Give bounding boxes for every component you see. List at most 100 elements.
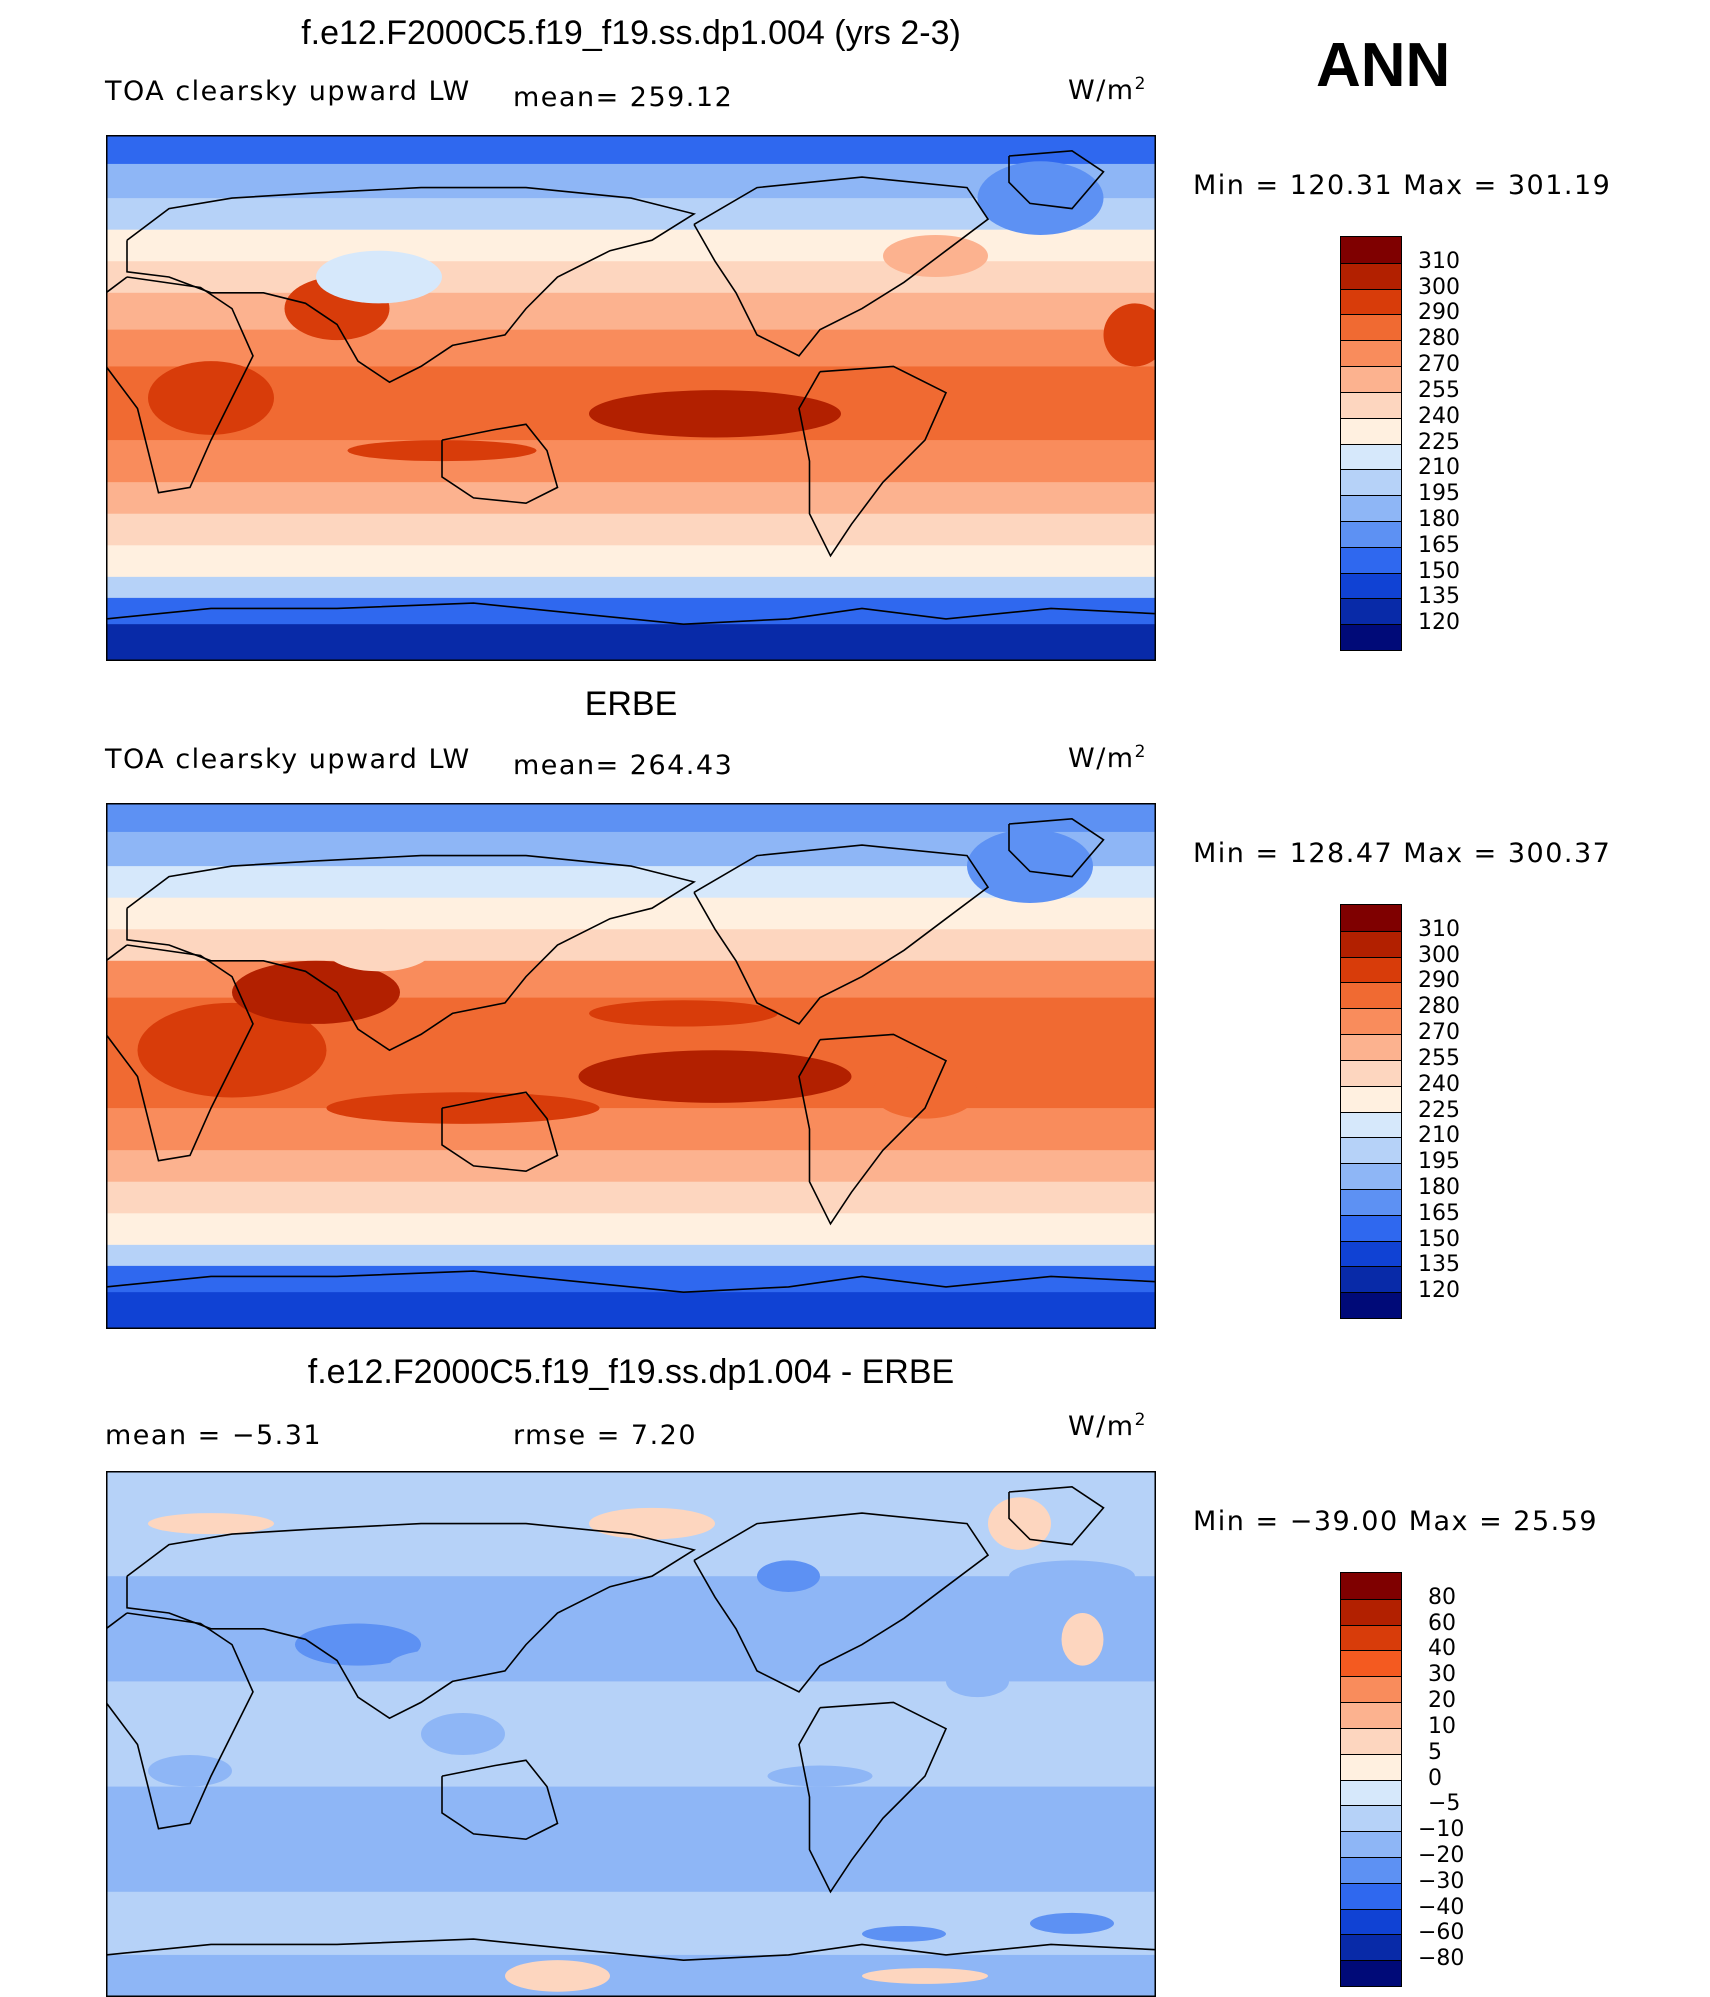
colorbar-tick-label: 290 — [1418, 300, 1460, 326]
colorbar-tick-label: 0 — [1428, 1765, 1442, 1791]
colorbar-tick-label: 290 — [1418, 968, 1460, 994]
contour-region — [326, 1092, 600, 1124]
contour-region — [295, 1623, 421, 1666]
colorbar-tick-label: 180 — [1418, 1174, 1460, 1200]
colorbar — [1340, 1572, 1402, 1987]
contour-band — [106, 1471, 1156, 1504]
colorbar-tick-label: 210 — [1418, 1123, 1460, 1149]
coastline — [693, 844, 990, 1025]
contour-band — [106, 261, 1156, 294]
coastline — [106, 602, 1156, 661]
colorbar-swatch — [1341, 956, 1401, 983]
colorbar-swatch — [1341, 366, 1401, 392]
contour-region — [967, 829, 1093, 903]
contour-region — [148, 361, 274, 435]
contour-region — [767, 1765, 873, 1787]
colorbar-swatch — [1341, 1573, 1401, 1599]
contour-region — [977, 161, 1104, 235]
colorbar-swatch — [1341, 495, 1401, 521]
colorbar-swatch — [1341, 1702, 1401, 1728]
contour-band — [106, 929, 1156, 962]
colorbar-tick-label: −40 — [1418, 1894, 1465, 1920]
contour-band — [106, 329, 1156, 368]
contour-band — [106, 1181, 1156, 1215]
contour-region — [578, 1050, 852, 1103]
contour-region — [137, 1002, 327, 1098]
colorbar-swatch — [1341, 1008, 1401, 1035]
colorbar-swatch — [1341, 1934, 1401, 1961]
colorbar-swatch — [1341, 1240, 1401, 1267]
contour-band — [106, 513, 1156, 547]
contour-region — [421, 1712, 505, 1756]
colorbar-swatch — [1341, 417, 1401, 444]
colorbar-tick-label: 135 — [1418, 1252, 1460, 1278]
coastline — [798, 365, 948, 558]
contour-band — [106, 1891, 1156, 1956]
contour-region — [862, 1925, 946, 1942]
colorbar-swatch — [1341, 1034, 1401, 1060]
colorbar-tick-label: 240 — [1418, 1071, 1460, 1097]
colorbar-tick-label: 150 — [1418, 558, 1460, 584]
colorbar-swatch — [1341, 314, 1401, 341]
colorbar-swatch — [1341, 1266, 1401, 1293]
colorbar-tick-label: 135 — [1418, 584, 1460, 610]
map-frame — [106, 803, 1156, 1329]
colorbar-tick-label: 150 — [1418, 1226, 1460, 1252]
colorbar-swatch — [1341, 1856, 1401, 1883]
map-frame — [106, 1471, 1156, 1997]
coastline — [106, 1938, 1156, 1997]
contour-region — [946, 1665, 1009, 1698]
colorbar-tick-label: 180 — [1418, 506, 1460, 532]
colorbar-tick-label: −5 — [1428, 1791, 1461, 1817]
colorbar-tick-label: 165 — [1418, 532, 1460, 558]
colorbar-swatch — [1341, 930, 1401, 957]
contour-region — [757, 1560, 820, 1592]
map-frame — [106, 135, 1156, 661]
colorbar-swatch — [1341, 469, 1401, 496]
units-label: W/m2 — [1068, 1410, 1147, 1442]
coastline — [441, 1091, 559, 1173]
colorbar-tick-label: 120 — [1418, 1278, 1460, 1304]
contour-band — [106, 482, 1156, 515]
contour-band — [106, 1213, 1156, 1246]
map-panel — [106, 135, 1156, 661]
contour-band — [106, 1108, 1156, 1152]
contour-band — [106, 1954, 1156, 1997]
contour-band — [106, 576, 1156, 599]
colorbar-swatch — [1341, 1779, 1401, 1806]
coastline — [693, 1512, 990, 1693]
coastline — [106, 944, 254, 1162]
colorbar-swatch — [1341, 624, 1401, 650]
colorbar-swatch — [1341, 598, 1401, 625]
colorbar-swatch — [1341, 1292, 1401, 1318]
colorbar-tick-label: 60 — [1428, 1610, 1456, 1636]
colorbar-tick-label: 270 — [1418, 352, 1460, 378]
contour-band — [106, 1150, 1156, 1183]
contour-region — [589, 390, 841, 438]
units-label: W/m2 — [1068, 74, 1147, 106]
coastline — [126, 186, 697, 384]
coastline — [126, 854, 697, 1052]
contour-band — [106, 1576, 1156, 1683]
contour-region — [862, 1968, 988, 1984]
contour-region — [148, 1755, 232, 1787]
contour-band — [106, 1292, 1156, 1329]
colorbar-swatch — [1341, 1059, 1401, 1086]
colorbar-swatch — [1341, 1831, 1401, 1857]
colorbar-swatch — [1341, 340, 1401, 367]
contour-band — [106, 803, 1156, 833]
colorbar-tick-label: 310 — [1418, 248, 1460, 274]
contour-region — [872, 1066, 978, 1119]
coastline — [1008, 149, 1105, 210]
colorbar-tick-label: −80 — [1418, 1946, 1465, 1972]
contour-region — [316, 250, 442, 304]
contour-band — [106, 135, 1156, 165]
colorbar-tick-label: 310 — [1418, 916, 1460, 942]
coastline — [798, 1701, 948, 1894]
units-label: W/m2 — [1068, 742, 1147, 774]
colorbar-swatch — [1341, 288, 1401, 315]
colorbar-swatch — [1341, 1188, 1401, 1215]
colorbar-tick-label: 10 — [1428, 1713, 1456, 1739]
contour-band — [106, 624, 1156, 661]
colorbar-tick-label: 255 — [1418, 1045, 1460, 1071]
